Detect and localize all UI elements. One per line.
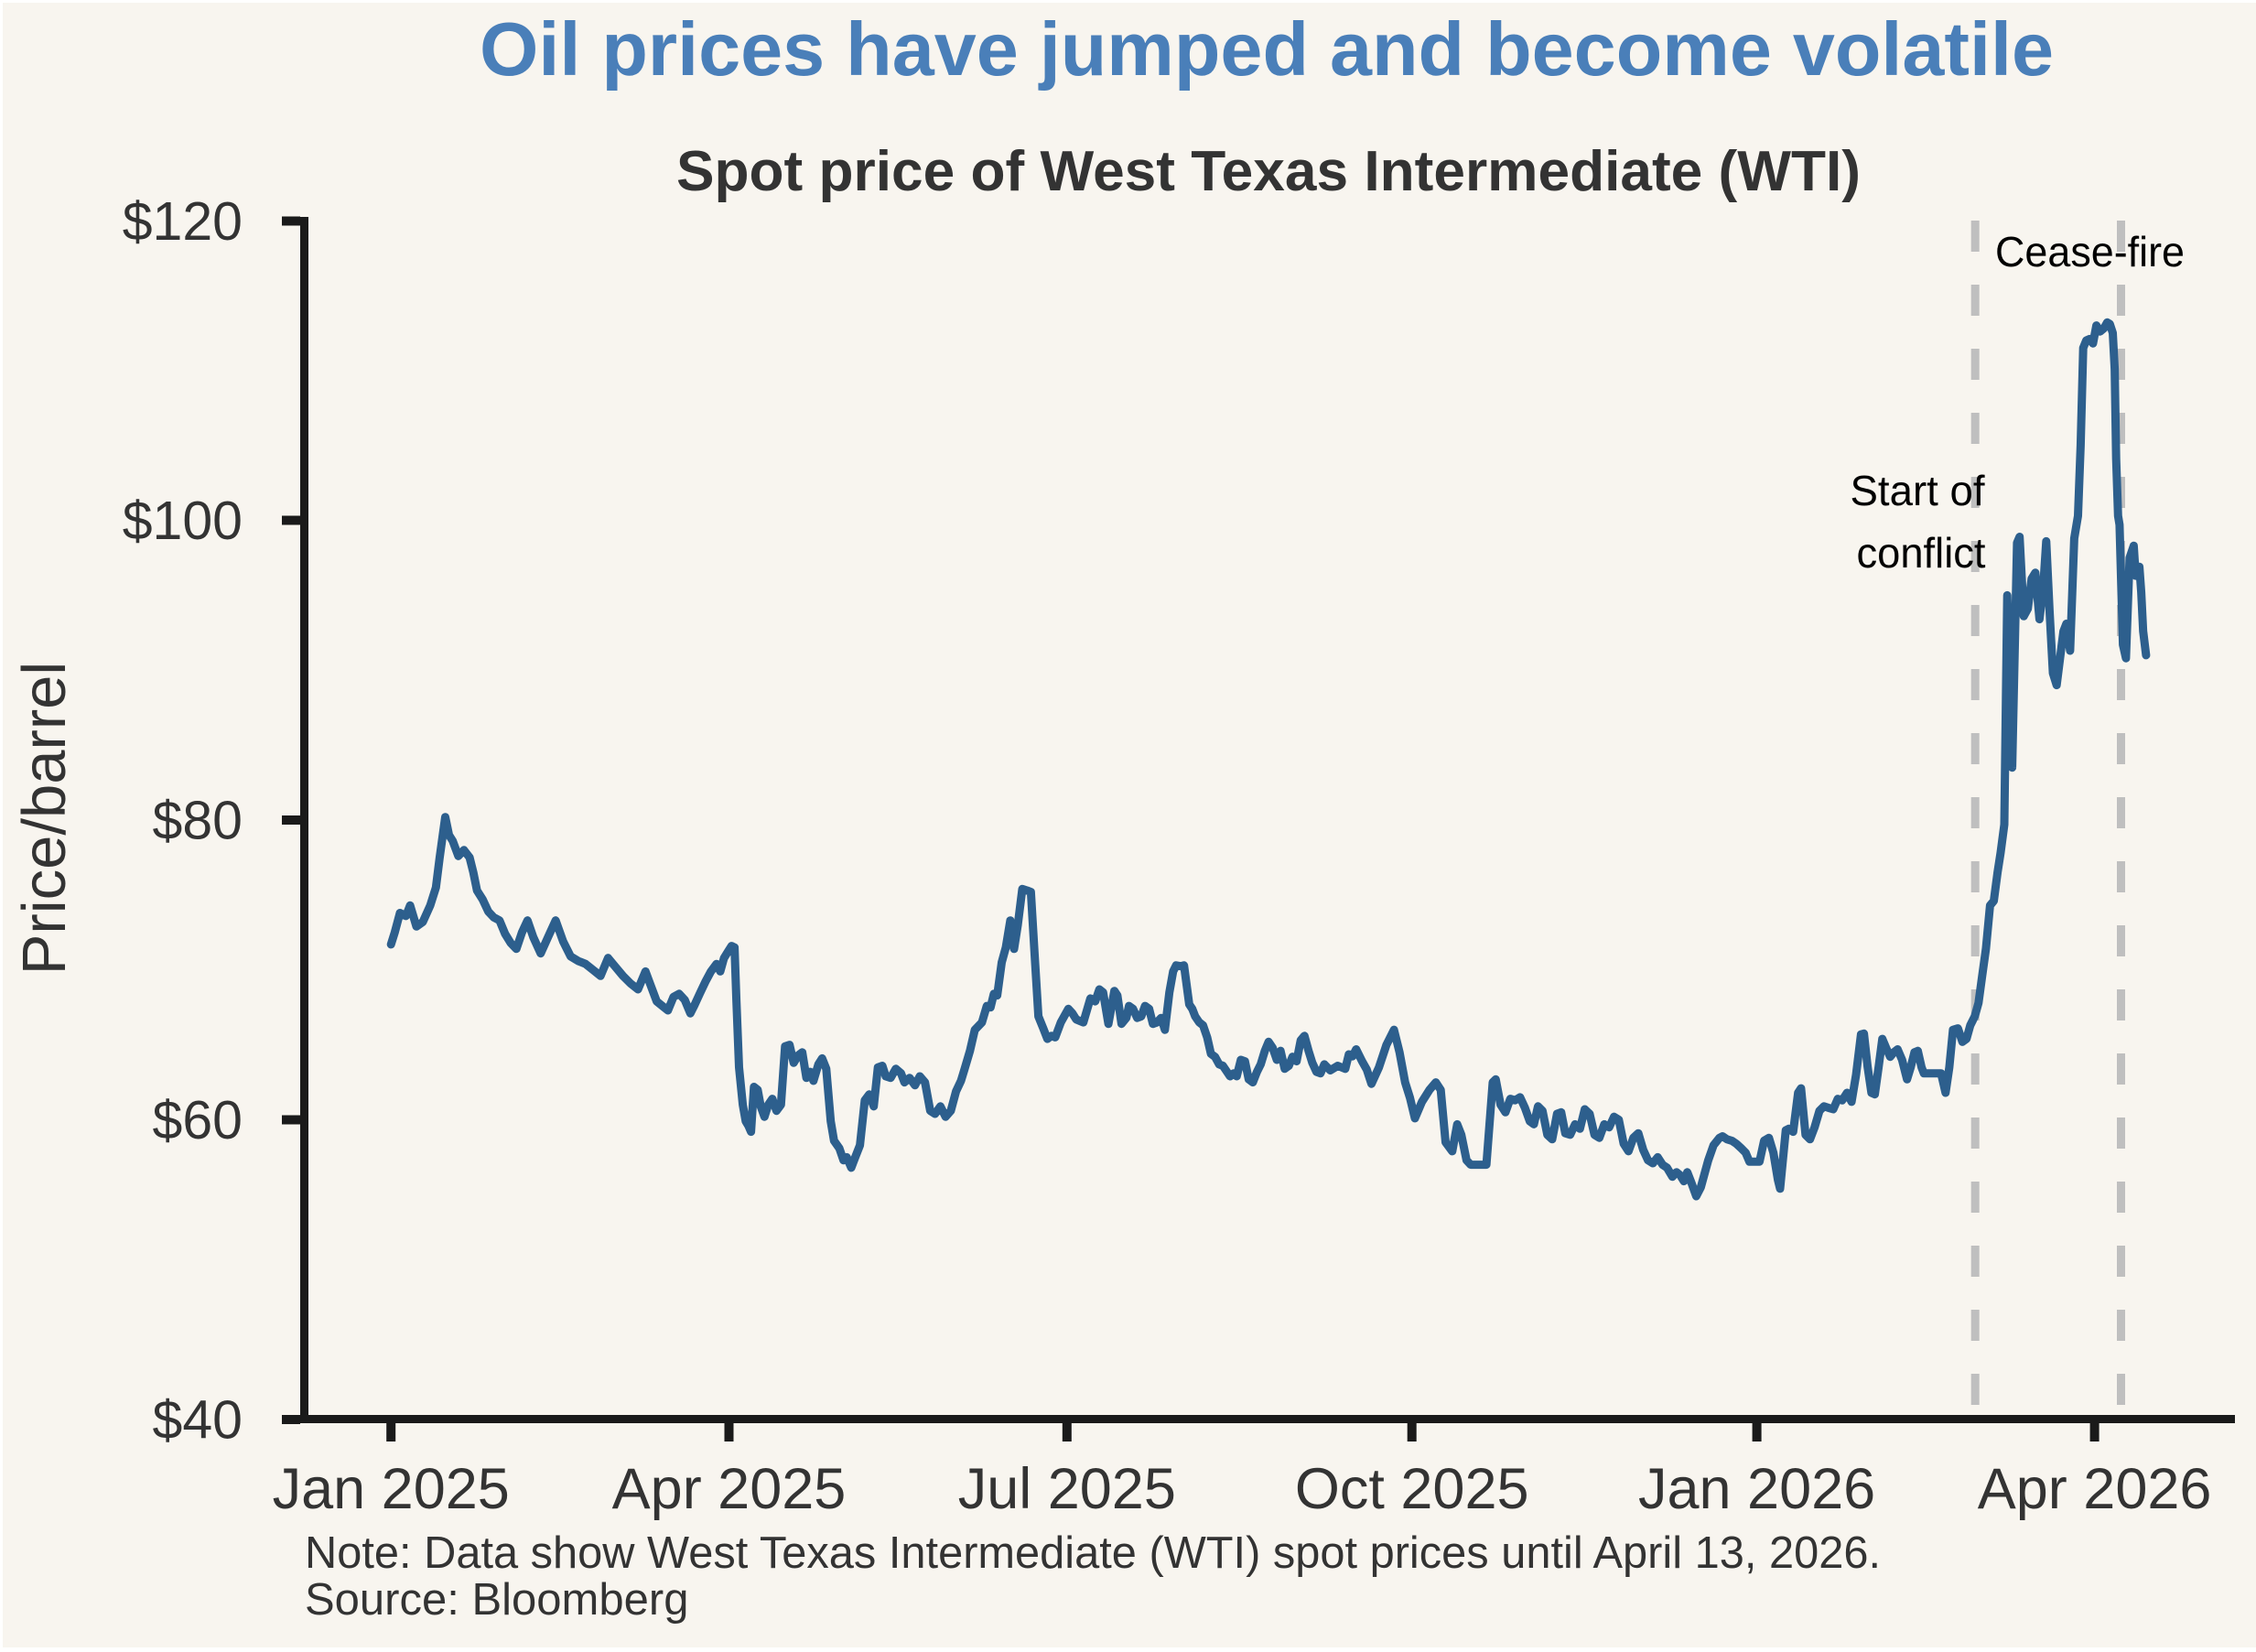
svg-text:Apr 2026: Apr 2026	[1978, 1457, 2212, 1521]
svg-text:$60: $60	[153, 1090, 243, 1150]
svg-text:$100: $100	[123, 491, 243, 551]
svg-text:conflict: conflict	[1857, 529, 1986, 577]
svg-text:Jan 2025: Jan 2025	[273, 1457, 510, 1521]
svg-text:Note: Data show West Texas Int: Note: Data show West Texas Intermediate …	[305, 1528, 1881, 1578]
svg-text:Apr 2025: Apr 2025	[612, 1457, 847, 1521]
svg-text:Oil prices have jumped and bec: Oil prices have jumped and become volati…	[480, 6, 2054, 92]
svg-text:$120: $120	[123, 191, 243, 252]
svg-text:Jan 2026: Jan 2026	[1638, 1457, 1875, 1521]
svg-text:Cease-fire: Cease-fire	[1995, 228, 2185, 275]
svg-text:Price/barrel: Price/barrel	[10, 662, 79, 976]
svg-text:Spot price of West Texas Inter: Spot price of West Texas Intermediate (W…	[676, 140, 1861, 203]
svg-text:$80: $80	[153, 791, 243, 851]
svg-text:Jul 2025: Jul 2025	[958, 1457, 1176, 1521]
svg-text:Oct 2025: Oct 2025	[1295, 1457, 1529, 1521]
svg-text:Source: Bloomberg: Source: Bloomberg	[305, 1575, 688, 1625]
svg-text:$40: $40	[153, 1390, 243, 1451]
svg-text:Start of: Start of	[1851, 467, 1985, 514]
